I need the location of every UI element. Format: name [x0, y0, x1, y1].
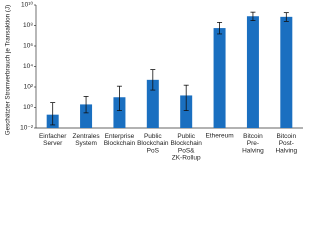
- y-tick-label: 10⁶: [23, 43, 33, 50]
- bar: [180, 95, 193, 128]
- x-tick-label: Zentrales System: [73, 133, 101, 147]
- x-tick-label: Public Blockchain PoS: [137, 133, 169, 154]
- x-tick-label: Public Blockchain PoS& ZK-Rollup: [170, 133, 202, 162]
- y-tick-label: 10⁴: [23, 63, 33, 70]
- bar: [280, 16, 293, 128]
- chart: Geschätzter Stromverbrauch je Transaktio…: [5, 1, 303, 162]
- x-tick-label: Ethereum: [205, 133, 233, 140]
- y-tick-label: 10¹⁰: [21, 1, 33, 9]
- bar: [246, 16, 259, 128]
- bar: [80, 104, 93, 128]
- bar: [146, 79, 159, 128]
- y-axis-label: Geschätzter Stromverbrauch je Transaktio…: [5, 5, 12, 136]
- y-tick-label: 10⁰: [23, 103, 33, 111]
- y-tick-label: 10⁻²: [20, 125, 34, 132]
- x-tick-label: Enterprise Blockchain: [104, 133, 136, 147]
- bar: [213, 28, 226, 129]
- x-tick-label: Einfacher Server: [39, 133, 67, 147]
- x-tick-label: Bitcoin Post-Halving: [275, 133, 297, 154]
- bar: [113, 97, 126, 128]
- y-tick-label: 10²: [24, 84, 34, 91]
- x-tick-label: Bitcoin Pre-Halving: [242, 133, 264, 154]
- y-tick-label: 10⁸: [23, 22, 33, 29]
